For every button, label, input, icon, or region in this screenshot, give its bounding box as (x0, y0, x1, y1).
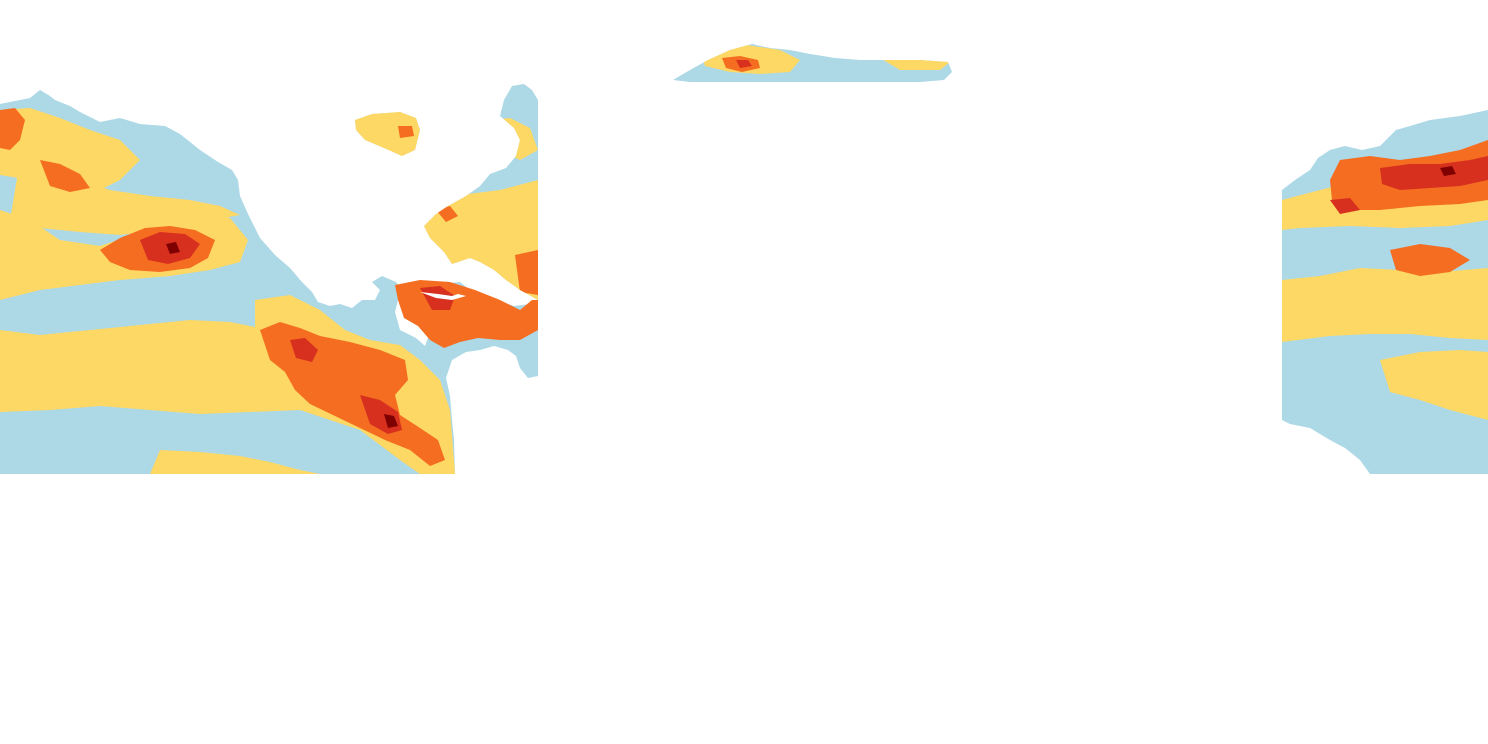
heat-band (880, 58, 950, 70)
heat-extreme (166, 242, 180, 254)
heat-overlay-caribbean (395, 280, 538, 348)
heat-band (1380, 350, 1488, 420)
land-islands (420, 292, 466, 300)
heat-overlay-west-pacific (1282, 140, 1488, 420)
heat-overlay-atlantic (424, 118, 538, 300)
heat-extreme (384, 414, 398, 428)
heat-overlay-pacific (0, 108, 455, 474)
heat-hot (0, 108, 25, 150)
heat-very-hot (1380, 156, 1488, 190)
heat-hot (395, 280, 538, 348)
heat-hot (515, 250, 538, 295)
heat-extreme (1440, 166, 1456, 176)
heat-band (150, 450, 320, 474)
heat-hot (40, 160, 90, 192)
heat-very-hot (1330, 198, 1360, 214)
heat-very-hot (736, 60, 752, 68)
heat-overlay-hudson (355, 112, 420, 156)
heat-hot (1390, 244, 1470, 276)
heat-very-hot (290, 338, 318, 362)
heat-hot (398, 126, 414, 138)
heat-band (1282, 268, 1488, 342)
